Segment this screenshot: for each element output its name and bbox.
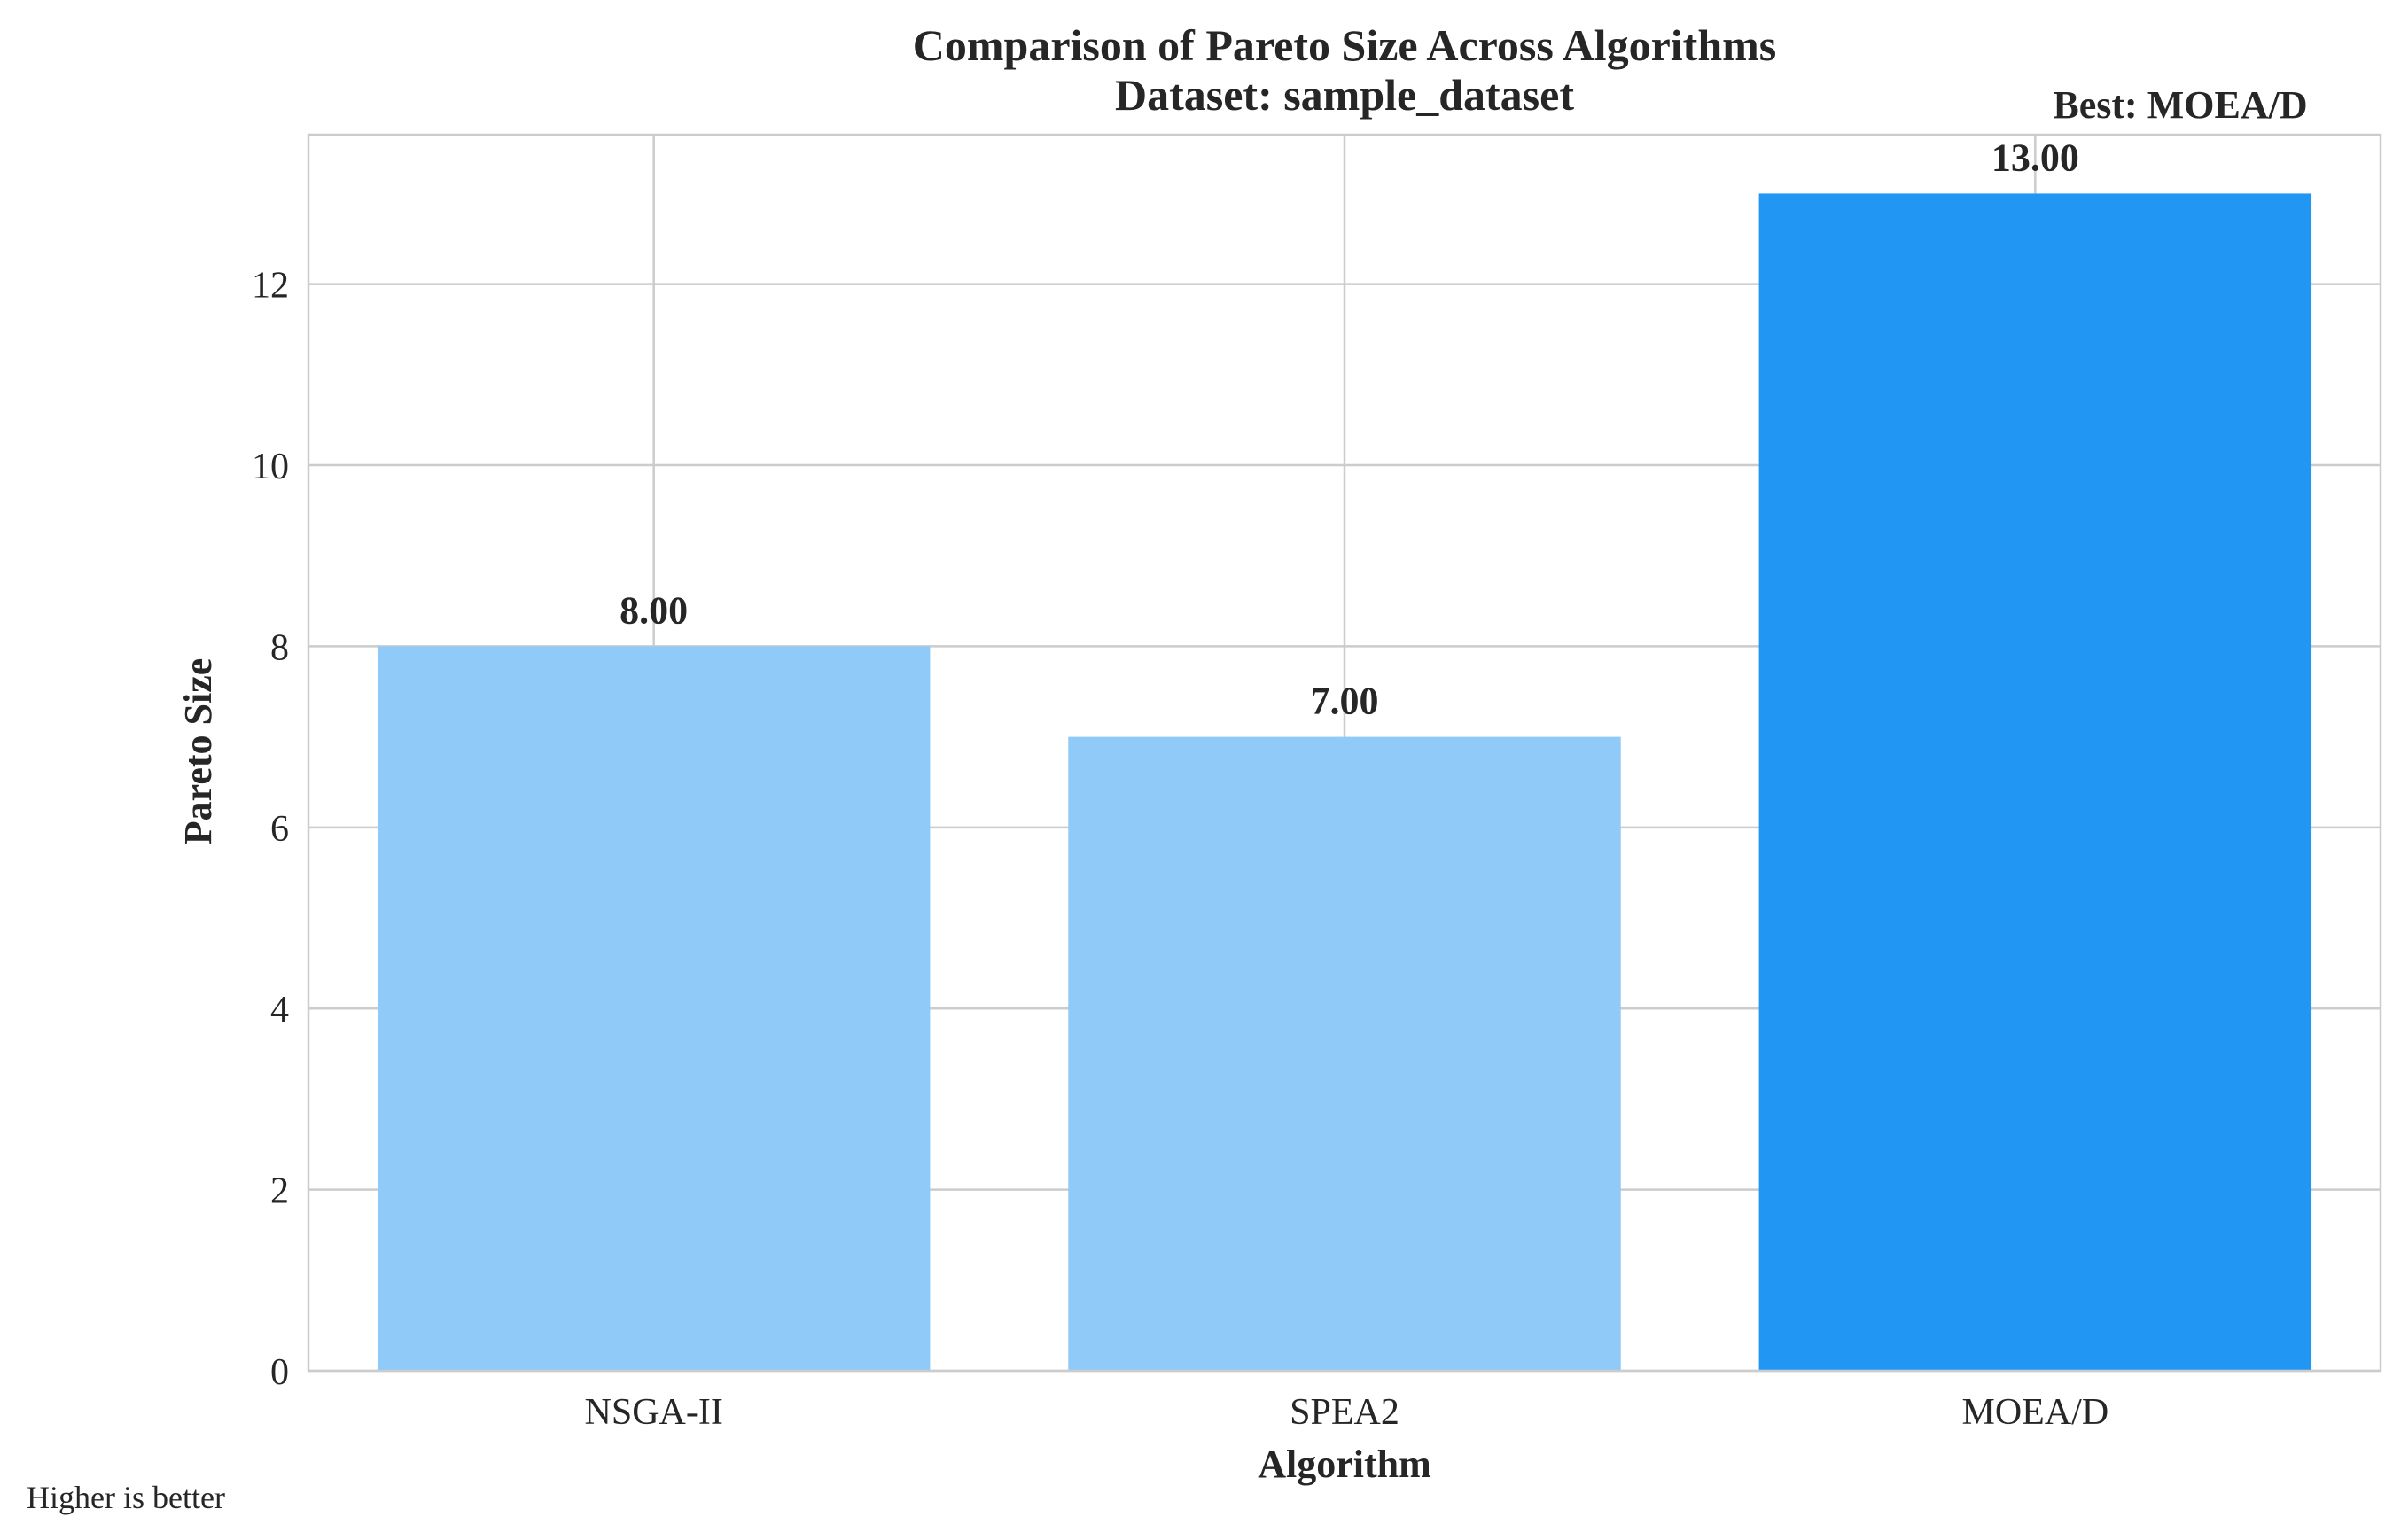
y-tick-label: 10 — [252, 447, 289, 487]
bar-moea-d — [1758, 193, 2312, 1371]
y-axis-label: Pareto Size — [176, 658, 220, 845]
chart-subtitle: Dataset: sample_dataset — [1115, 70, 1574, 120]
y-tick-label: 8 — [270, 627, 289, 668]
bar-value-labels: 8.00 7.00 13.00 — [620, 136, 2079, 722]
y-tick-label: 4 — [270, 990, 289, 1031]
bar-value-label: 8.00 — [620, 588, 688, 632]
y-tick-labels: 0 2 4 6 8 10 12 — [252, 266, 289, 1393]
bar-nsga-ii — [377, 646, 931, 1371]
best-annotation: Best: MOEA/D — [2053, 83, 2307, 127]
y-tick-label: 0 — [270, 1352, 289, 1393]
x-tick-label: NSGA-II — [585, 1392, 723, 1433]
y-tick-label: 12 — [252, 266, 289, 307]
bars — [377, 193, 2312, 1371]
bar-value-label: 7.00 — [1311, 680, 1379, 723]
y-tick-label: 2 — [270, 1171, 289, 1212]
x-tick-label: MOEA/D — [1961, 1392, 2108, 1433]
bar-spea2 — [1068, 736, 1621, 1371]
chart-title: Comparison of Pareto Size Across Algorit… — [913, 20, 1776, 70]
bar-value-label: 13.00 — [1992, 136, 2079, 179]
x-tick-label: SPEA2 — [1290, 1392, 1399, 1433]
x-axis-label: Algorithm — [1258, 1443, 1431, 1486]
footnote: Higher is better — [27, 1480, 225, 1515]
y-tick-label: 6 — [270, 809, 289, 850]
x-tick-labels: NSGA-II SPEA2 MOEA/D — [585, 1392, 2109, 1433]
plot-frame — [307, 133, 2382, 1373]
